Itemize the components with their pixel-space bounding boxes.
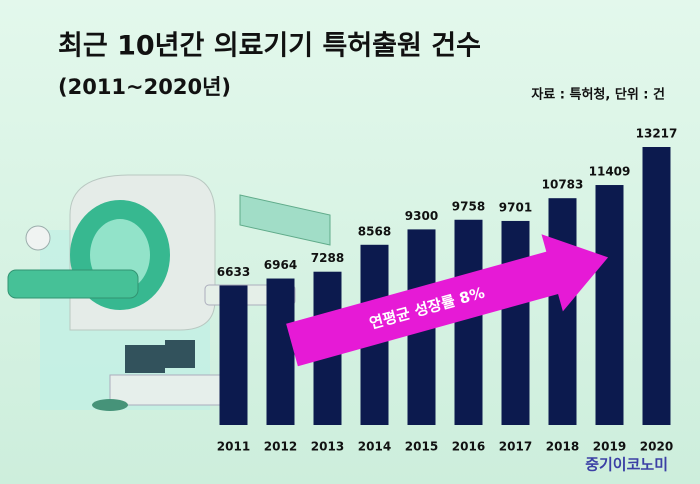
bar	[642, 147, 671, 425]
x-tick-label: 2019	[593, 440, 626, 454]
bar	[219, 285, 248, 425]
chart-subtitle: (2011~2020년)	[58, 75, 231, 99]
x-tick-label: 2018	[546, 440, 579, 454]
x-tick-label: 2011	[217, 440, 250, 454]
bar	[266, 278, 295, 425]
value-label: 11409	[589, 165, 631, 179]
bar	[548, 198, 577, 425]
chart-title: 최근 10년간 의료기기 특허출원 건수	[58, 31, 481, 62]
x-tick-label: 2020	[640, 440, 673, 454]
value-label: 8568	[358, 224, 391, 238]
x-tick-label: 2014	[358, 440, 391, 454]
value-label: 9300	[405, 209, 438, 223]
value-label: 13217	[636, 127, 678, 141]
credit: 중기이코노미	[585, 456, 668, 474]
x-tick-label: 2017	[499, 440, 532, 454]
x-tick-label: 2016	[452, 440, 485, 454]
value-label: 9758	[452, 199, 485, 213]
illustration	[7, 174, 331, 411]
growth-arrow: 연평균 성장률 8%	[286, 234, 609, 367]
x-tick-label: 2013	[311, 440, 344, 454]
source: 자료 : 특허청, 단위 : 건	[531, 87, 665, 103]
value-label: 6633	[217, 265, 250, 279]
value-label: 6964	[264, 258, 297, 272]
bar	[595, 185, 624, 425]
x-tick-label: 2012	[264, 440, 297, 454]
bar	[501, 220, 530, 425]
x-tick-label: 2015	[405, 440, 438, 454]
value-label: 9701	[499, 200, 532, 214]
bar	[454, 219, 483, 425]
value-label: 7288	[311, 251, 344, 265]
plot: 6633 2011 6964 2012 7288 2013 8568 2014 9300 2015…	[217, 127, 678, 454]
value-label: 10783	[542, 178, 584, 192]
